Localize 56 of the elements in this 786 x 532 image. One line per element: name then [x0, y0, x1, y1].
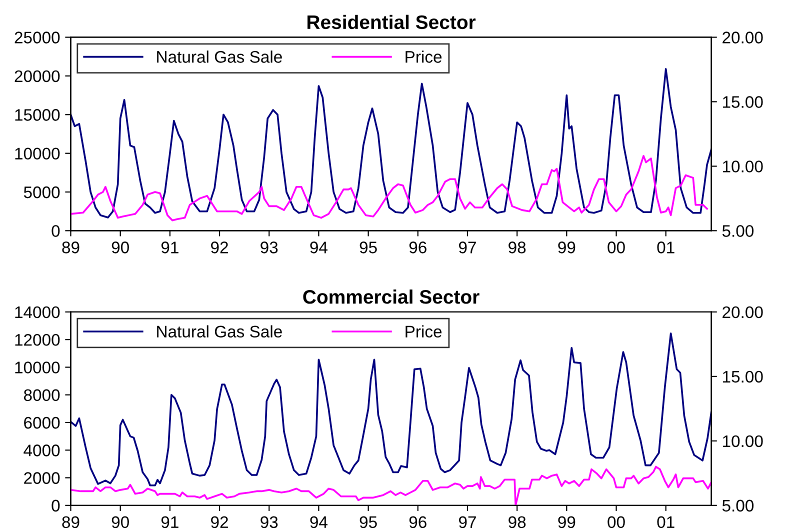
- y-tick-label: 20000: [14, 70, 60, 82]
- x-tick-label: 93: [260, 516, 278, 528]
- x-tick-label: 90: [112, 242, 129, 254]
- y2-tick-label: 15.00: [723, 96, 763, 108]
- x-tick-label: 95: [360, 242, 377, 254]
- x-tick-label: 99: [558, 516, 576, 528]
- x-tick-label: 91: [161, 242, 178, 254]
- x-tick-label: 90: [112, 516, 129, 528]
- y2-tick-label: 10.00: [723, 435, 763, 448]
- x-tick-label: 99: [558, 242, 576, 254]
- x-tick-label: 94: [310, 242, 328, 254]
- y2-tick-label: 5.00: [722, 500, 754, 512]
- legend-label: Natural Gas Sale: [157, 50, 282, 63]
- x-tick-label: 91: [161, 516, 178, 528]
- x-tick-label: 98: [508, 242, 526, 254]
- y2-tick-label: 20.00: [722, 32, 763, 44]
- x-tick-label: 98: [508, 516, 526, 528]
- x-tick-label: 96: [409, 516, 426, 528]
- x-tick-label: 93: [260, 242, 278, 254]
- y-tick-label: 0: [52, 225, 60, 237]
- x-tick-label: 92: [211, 516, 228, 528]
- y2-tick-label: 20.00: [722, 306, 763, 318]
- x-tick-label: 00: [608, 516, 625, 528]
- x-tick-label: 96: [409, 242, 426, 254]
- x-tick-label: 97: [458, 242, 476, 254]
- y-tick-label: 25000: [14, 32, 60, 44]
- line-series: [70, 68, 712, 218]
- y-tick-label: 10000: [15, 362, 60, 374]
- y-tick-label: 5000: [24, 186, 60, 198]
- x-tick-label: 89: [62, 242, 80, 254]
- y-tick-label: 15000: [15, 109, 60, 121]
- x-tick-label: 94: [310, 516, 328, 528]
- x-tick-label: 95: [360, 516, 377, 528]
- line-series: [70, 154, 708, 222]
- y2-tick-label: 10.00: [723, 160, 763, 172]
- x-tick-label: 92: [211, 242, 228, 254]
- y-tick-label: 12000: [15, 334, 60, 346]
- y-tick-label: 14000: [15, 306, 60, 318]
- legend-label: Natural Gas Sale: [157, 325, 282, 338]
- x-tick-label: 01: [657, 242, 674, 254]
- chart-title: Commercial Sector: [303, 290, 480, 304]
- y-tick-label: 0: [52, 500, 60, 512]
- y-tick-label: 4000: [24, 444, 60, 456]
- y-tick-label: 10000: [15, 148, 60, 160]
- legend-label: Price: [406, 325, 442, 338]
- y-tick-label: 8000: [24, 389, 60, 402]
- legend-label: Price: [406, 50, 442, 63]
- x-tick-label: 97: [458, 516, 476, 528]
- x-tick-label: 00: [608, 242, 625, 254]
- y2-tick-label: 5.00: [722, 225, 754, 237]
- x-tick-label: 89: [62, 516, 80, 528]
- chart-title: Residential Sector: [308, 14, 476, 30]
- y-tick-label: 2000: [24, 472, 60, 484]
- y-tick-label: 6000: [24, 416, 60, 429]
- x-tick-label: 01: [657, 516, 674, 528]
- y2-tick-label: 15.00: [723, 370, 763, 383]
